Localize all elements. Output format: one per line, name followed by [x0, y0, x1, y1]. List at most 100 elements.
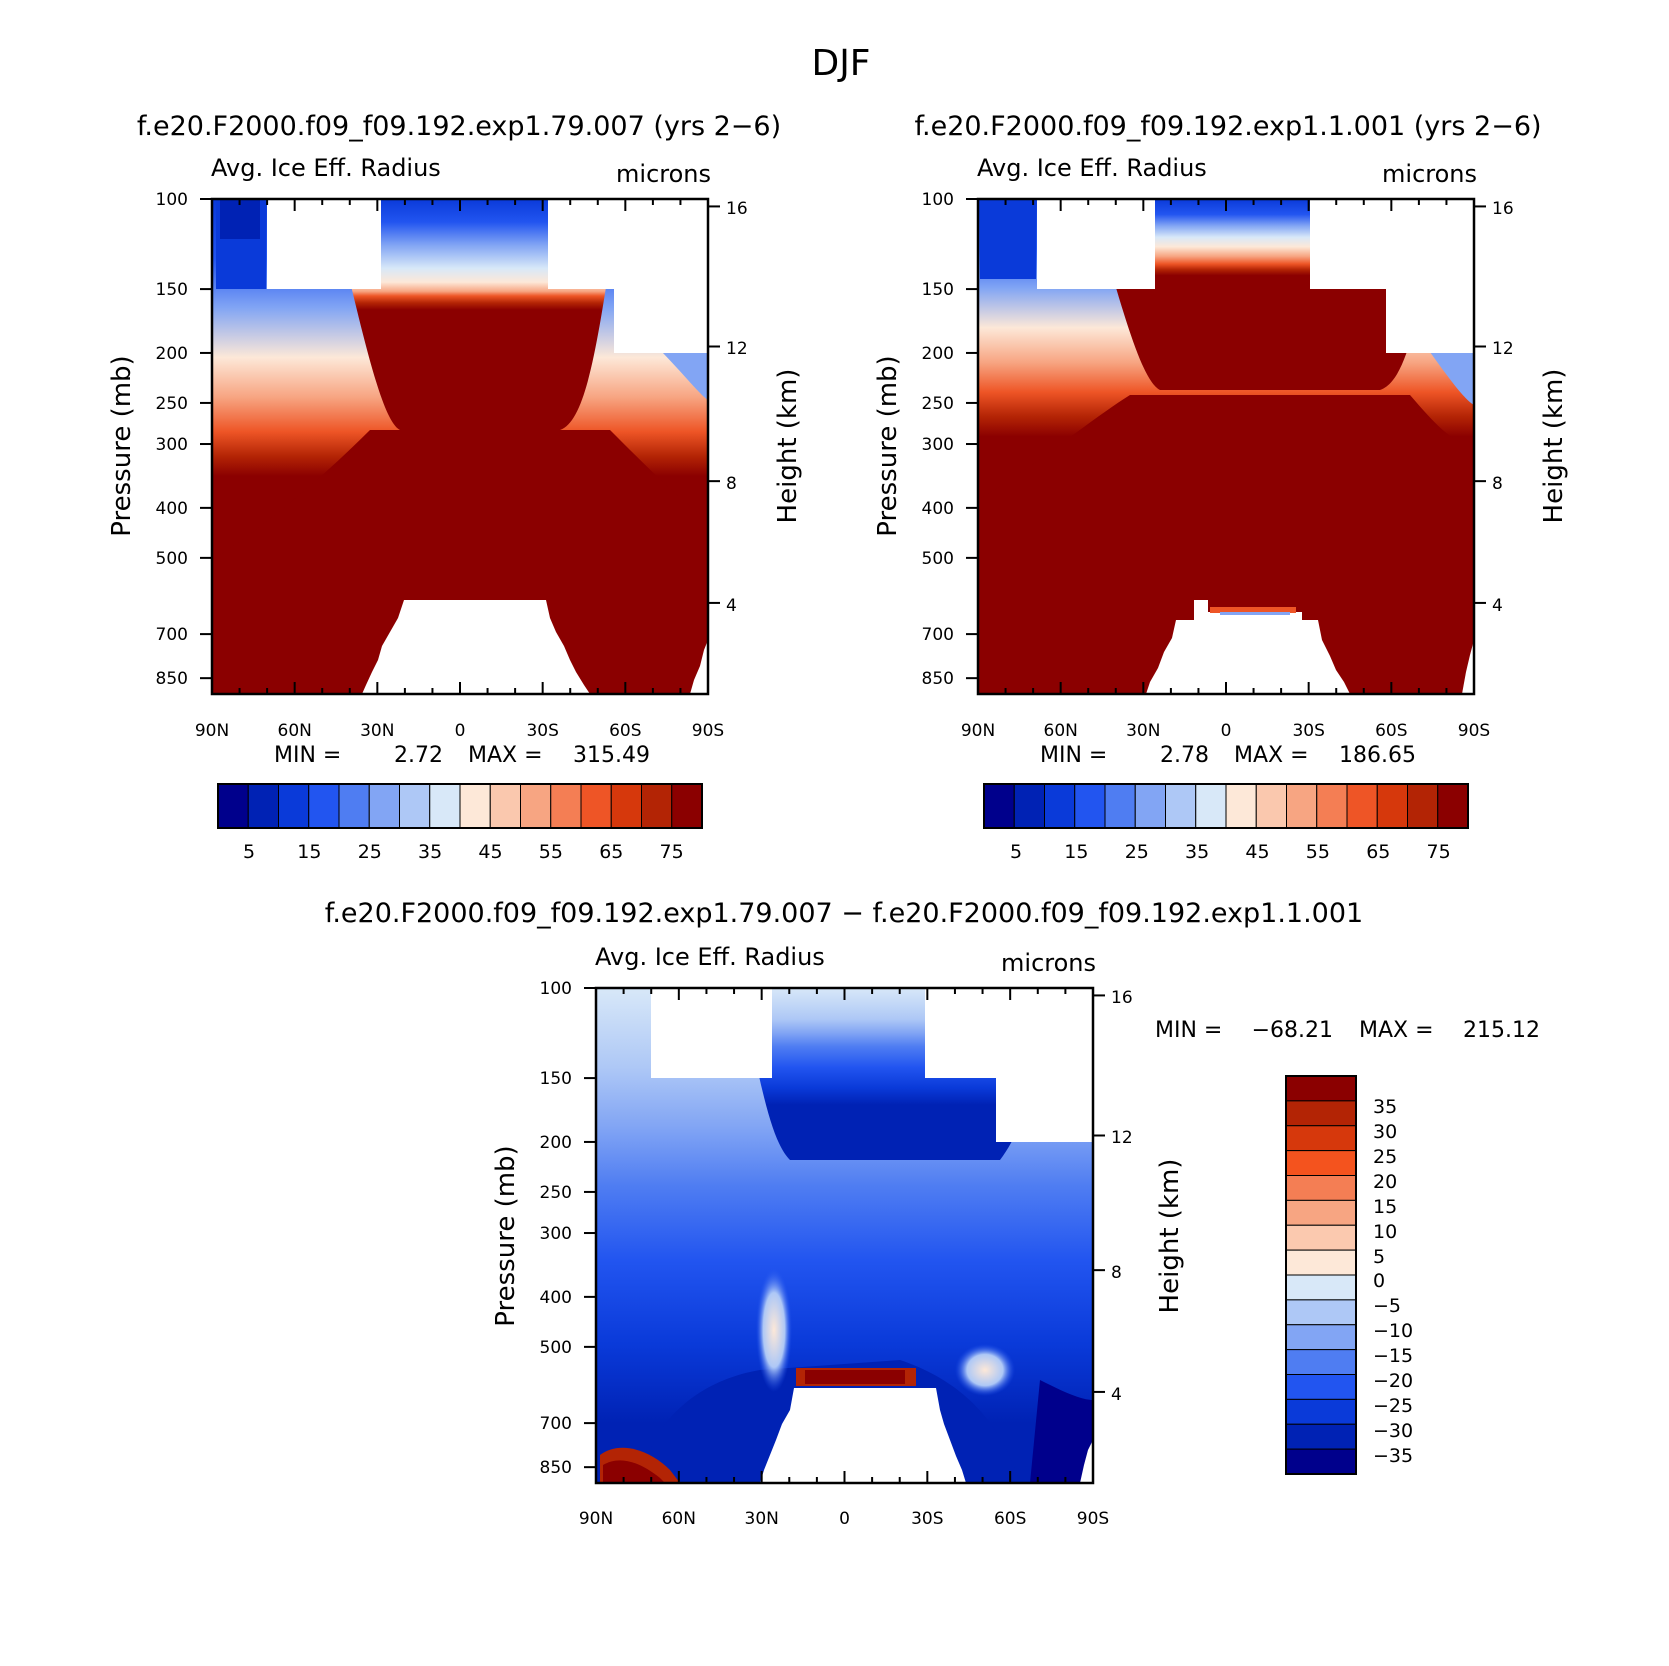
- panel-2-deep-core: [978, 395, 1474, 694]
- panel-1-colorbar-label: 15: [297, 841, 321, 863]
- panel-3-ticks: [584, 987, 1105, 1483]
- panel-3-missing-data: [651, 988, 1093, 1483]
- colorbar-frame: [217, 783, 703, 829]
- colorbar-cell: [217, 783, 249, 829]
- colorbar-cell: [247, 783, 279, 829]
- panel-3-colorbar-label: −15: [1373, 1345, 1413, 1367]
- colorbar-frame: [1285, 1075, 1357, 1475]
- panel-1-units-label: microns: [616, 160, 711, 188]
- colorbar-cell: [308, 783, 340, 829]
- panel-1-y-tick-labels: 100 150 200 250 300 400 500 700 850: [156, 190, 188, 689]
- panel-2-max-label: MAX =: [1234, 743, 1309, 768]
- panel-3-x-tick-label: 60S: [994, 1509, 1026, 1529]
- panel-3-colorbar-label: 5: [1373, 1246, 1385, 1268]
- panel-3-height-tick-label: 16: [1111, 988, 1133, 1008]
- panel-1-height-axis-label: Height (km): [773, 369, 803, 524]
- colorbar-cell: [550, 783, 582, 829]
- panel-2-x-tick-label: 60S: [1375, 721, 1407, 741]
- colorbar-cell: [1285, 1249, 1357, 1276]
- panel-2-y-tick-label: 100: [922, 190, 954, 210]
- diff-panel-title: f.e20.F2000.f09_f09.192.exp1.79.007 − f.…: [325, 898, 1363, 929]
- panel-1-variable-label: Avg. Ice Eff. Radius: [211, 154, 441, 182]
- panel-3-x-tick-label: 90S: [1077, 1509, 1109, 1529]
- panel-3-height-tick-labels: 16 12 8 4: [1111, 988, 1133, 1405]
- panel-3-x-tick-label: 30N: [745, 1509, 779, 1529]
- colorbar-cell: [1407, 783, 1439, 829]
- panel-2-colorbar: [983, 783, 1469, 829]
- panel-1-y-tick-label: 850: [156, 669, 188, 689]
- colorbar-cell: [1285, 1274, 1357, 1301]
- panel-3-colorbar-label: 30: [1373, 1121, 1397, 1143]
- colorbar-cell: [1225, 783, 1257, 829]
- panel-2-height-tick-label: 4: [1492, 596, 1503, 616]
- panel-1: f.e20.F2000.f09_f09.192.exp1.79.007 (yrs…: [107, 111, 803, 863]
- panel-2-colorbar-label: 75: [1427, 841, 1451, 863]
- panel-2-variable-label: Avg. Ice Eff. Radius: [977, 154, 1207, 182]
- colorbar-frame: [983, 783, 1469, 829]
- colorbar-cell: [1285, 1349, 1357, 1375]
- panel-2-min-max: MIN = 2.78 MAX = 186.65: [1040, 743, 1416, 768]
- panel-3-y-tick-label: 400: [540, 1288, 572, 1308]
- panel-2-colorbar-label: 45: [1245, 841, 1269, 863]
- panel-1-ticks: [200, 198, 720, 694]
- panel-1-x-tick-label: 30N: [360, 721, 394, 741]
- panel-2-x-tick-labels: 90N 60N 30N 0 30S 60S 90S: [961, 721, 1490, 741]
- panel-3-colorbar: [1285, 1075, 1357, 1475]
- panel-2-y-axis-label: Pressure (mb): [873, 355, 903, 536]
- panel-2-colorbar-label: 5: [1010, 841, 1022, 863]
- panel-2-max-value: 186.65: [1339, 743, 1416, 768]
- panel-2-x-tick-label: 0: [1221, 721, 1232, 741]
- panel-3-sh-darkest: [1030, 1380, 1093, 1483]
- panel-2-surface-anomaly: [1210, 607, 1296, 615]
- panel-1-y-tick-label: 150: [156, 280, 188, 300]
- colorbar-cell: [338, 783, 370, 829]
- colorbar-cell: [520, 783, 552, 829]
- panel-1-deep-core: [212, 430, 708, 694]
- panel-1-x-tick-label: 90S: [692, 721, 724, 741]
- colorbar-cell: [399, 783, 431, 829]
- panel-1-height-tick-label: 16: [726, 199, 748, 219]
- panel-3-x-tick-label: 0: [839, 1509, 850, 1529]
- panel-1-sh-blue-cap: [660, 350, 708, 400]
- panel-1-height-tick-labels: 16 12 8 4: [726, 199, 748, 616]
- panel-2-y-tick-label: 150: [922, 280, 954, 300]
- panel-1-colorbar-label: 25: [358, 841, 382, 863]
- panel-3-anomaly-nh: [756, 1268, 792, 1392]
- colorbar-cell: [1195, 783, 1227, 829]
- colorbar-cell: [368, 783, 400, 829]
- panel-3-colorbar-label: −20: [1373, 1370, 1413, 1392]
- panel-2-y-tick-label: 700: [922, 625, 954, 645]
- panel-2-colorbar-label: 35: [1185, 841, 1209, 863]
- panel-3: Avg. Ice Eff. Radius microns 90N 60N: [491, 943, 1540, 1529]
- colorbar-cell: [1285, 1224, 1357, 1251]
- panel-1-missing-data: [267, 199, 708, 694]
- panel-2-min-value: 2.78: [1160, 743, 1209, 768]
- panel-2-min-label: MIN =: [1040, 743, 1107, 768]
- panel-1-colorbar-label: 5: [243, 841, 255, 863]
- panel-2: f.e20.F2000.f09_f09.192.exp1.1.001 (yrs …: [873, 111, 1569, 863]
- panel-2-height-axis-label: Height (km): [1539, 369, 1569, 524]
- colorbar-cell: [1285, 1125, 1357, 1152]
- panel-1-x-tick-label: 30S: [526, 721, 558, 741]
- panel-1-colorbar-label: 55: [539, 841, 563, 863]
- panel-2-colorbar-label: 65: [1366, 841, 1390, 863]
- panel-2-y-tick-label: 500: [922, 549, 954, 569]
- panel-1-tropical-field: [330, 199, 620, 430]
- panel-1-x-tick-label: 0: [455, 721, 466, 741]
- panel-3-min-max: MIN = −68.21 MAX = 215.12: [1155, 1018, 1540, 1043]
- colorbar-cell: [429, 783, 461, 829]
- panel-1-min-value: 2.72: [394, 743, 443, 768]
- panel-3-colorbar-label: −25: [1373, 1395, 1413, 1417]
- colorbar-cell: [489, 783, 521, 829]
- panel-3-x-tick-label: 30S: [911, 1509, 943, 1529]
- panel-2-height-tick-label: 12: [1492, 339, 1514, 359]
- colorbar-cell: [983, 783, 1015, 829]
- panel-3-height-tick-label: 4: [1111, 1385, 1122, 1405]
- panel-2-height-tick-labels: 16 12 8 4: [1492, 199, 1514, 616]
- colorbar-cell: [580, 783, 612, 829]
- panel-1-y-tick-label: 200: [156, 344, 188, 364]
- panel-1-y-tick-label: 100: [156, 190, 188, 210]
- colorbar-cell: [1104, 783, 1136, 829]
- colorbar-cell: [278, 783, 310, 829]
